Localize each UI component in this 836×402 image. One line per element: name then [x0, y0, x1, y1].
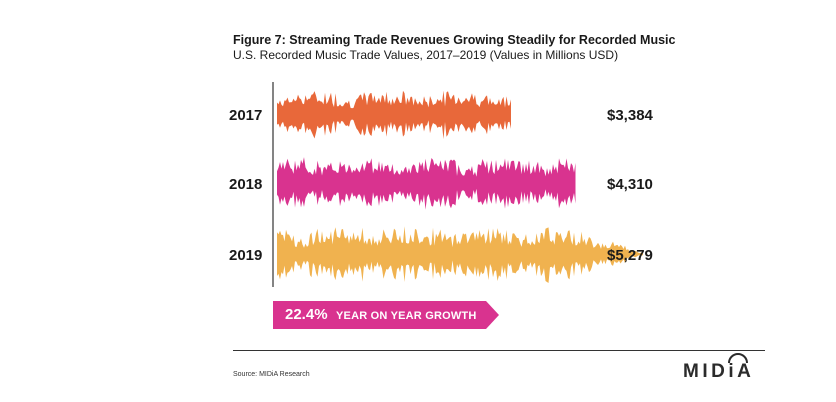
growth-percent: 22.4% [285, 306, 328, 323]
category-label-2019: 2019 [229, 247, 262, 264]
midia-logo: MIDiA [683, 361, 755, 382]
chart-title: Figure 7: Streaming Trade Revenues Growi… [233, 33, 676, 47]
waveform-bar-2017 [277, 90, 511, 140]
growth-text: 22.4% YEAR ON YEAR GROWTH [273, 306, 477, 324]
growth-banner: 22.4% YEAR ON YEAR GROWTH [273, 301, 499, 329]
waveform-shape-2017 [277, 90, 511, 140]
category-label-2017: 2017 [229, 107, 262, 124]
category-label-2018: 2018 [229, 176, 262, 193]
footer-divider [233, 350, 765, 351]
source-note: Source: MIDiA Research [233, 371, 310, 378]
waveform-shape-2019 [277, 226, 643, 283]
chart-subtitle: U.S. Recorded Music Trade Values, 2017–2… [233, 48, 619, 62]
growth-arrow-shape [273, 301, 499, 329]
value-label-2017: $3,384 [607, 107, 654, 124]
waveform-shape-2018 [277, 157, 576, 210]
waveform-bar-2019 [277, 226, 643, 283]
waveform-bar-2018 [277, 157, 576, 210]
value-label-2018: $4,310 [607, 176, 653, 193]
growth-label: YEAR ON YEAR GROWTH [336, 310, 477, 322]
value-label-2019: $5,279 [607, 247, 653, 264]
logo-arc-icon [728, 353, 748, 364]
